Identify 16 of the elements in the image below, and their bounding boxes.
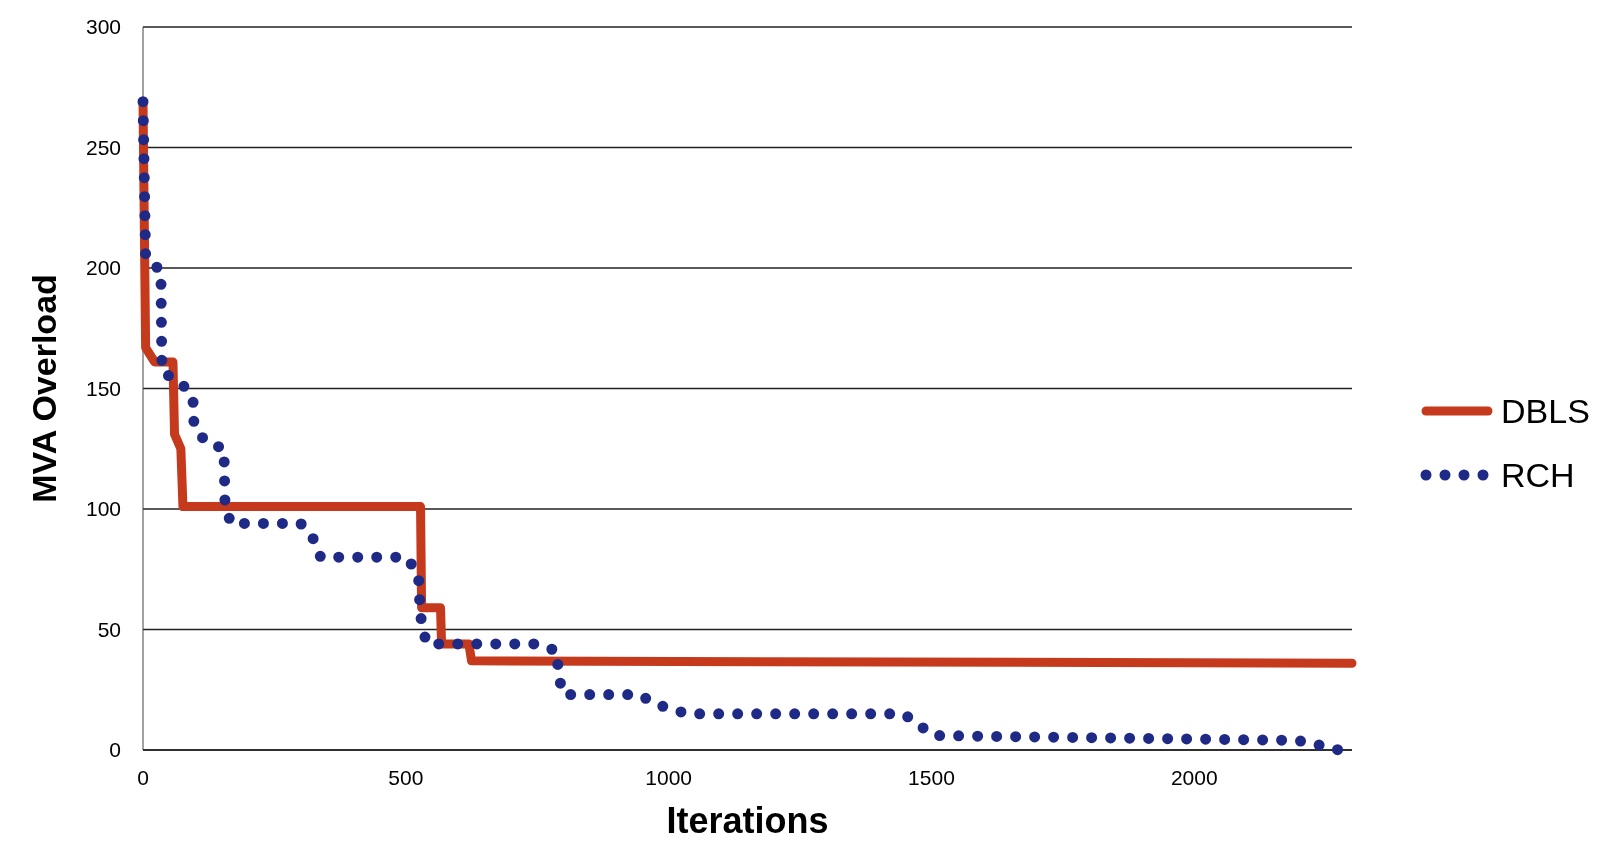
y-tick-label: 50 xyxy=(97,617,121,641)
y-tick-label: 200 xyxy=(85,256,121,280)
x-tick-label: 2000 xyxy=(1170,766,1218,789)
legend-label: DBLS xyxy=(1501,391,1590,430)
x-tick-label: 0 xyxy=(137,766,149,789)
y-axis-title: MVA Overload xyxy=(25,274,63,503)
x-tick-label: 500 xyxy=(388,766,424,789)
x-tick-label: 1000 xyxy=(645,766,693,789)
y-tick-label: 150 xyxy=(85,376,121,400)
x-tick-label: 1500 xyxy=(908,766,955,789)
y-tick-label: 0 xyxy=(109,738,121,762)
y-tick-label: 300 xyxy=(85,15,121,39)
x-axis-title: Iterations xyxy=(666,800,829,841)
y-tick-label: 100 xyxy=(85,497,121,521)
y-tick-label: 250 xyxy=(85,135,121,159)
legend-label: RCH xyxy=(1501,455,1575,494)
